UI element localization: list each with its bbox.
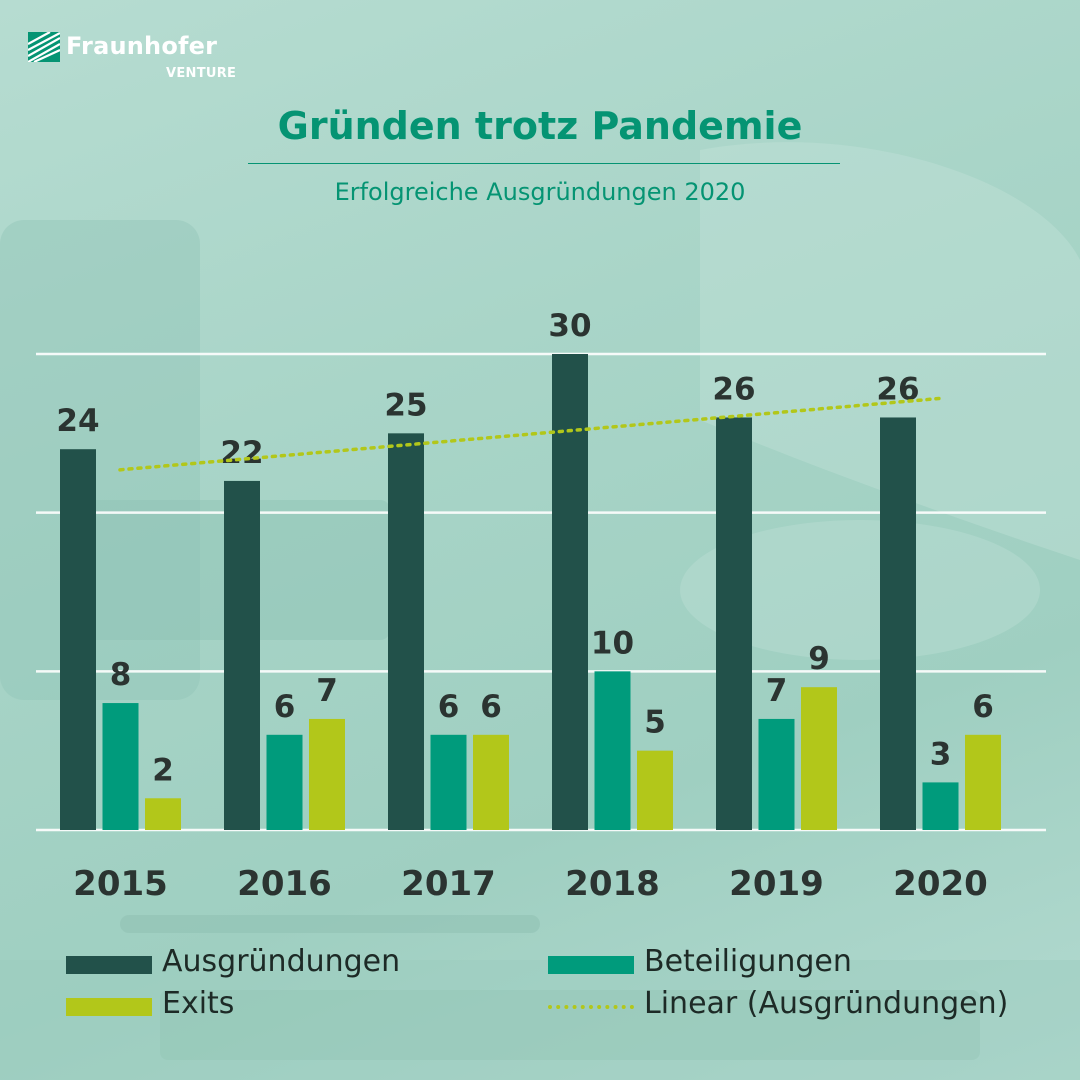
data-label-beteiligungen-2016: 6 <box>274 689 296 725</box>
bar-exits-2017 <box>473 734 509 830</box>
data-label-exits-2017: 6 <box>480 689 502 725</box>
legend-swatch-trendline <box>548 1005 634 1009</box>
x-tick-label-2020: 2020 <box>893 864 988 904</box>
legend-swatch-ausgruendungen <box>66 956 152 974</box>
data-label-exits-2016: 7 <box>316 673 338 709</box>
x-tick-label-2019: 2019 <box>729 864 824 904</box>
legend-label-beteiligungen: Beteiligungen <box>644 944 852 979</box>
bar-beteiligungen-2016 <box>266 734 303 830</box>
bar-ausgruendungen-2018 <box>552 354 588 830</box>
page-title: Gründen trotz Pandemie <box>277 104 803 148</box>
bar-ausgruendungen-2015 <box>60 449 96 830</box>
x-tick-label-2017: 2017 <box>401 864 496 904</box>
data-label-ausgruendungen-2017: 25 <box>384 387 427 423</box>
bar-ausgruendungen-2020 <box>880 417 916 830</box>
bar-ausgruendungen-2016 <box>224 480 260 830</box>
fraunhofer-logo-icon <box>28 32 60 62</box>
fraunhofer-logo: Fraunhofer VENTURE <box>28 30 236 86</box>
bar-exits-2018 <box>637 750 673 830</box>
legend-label-trendline: Linear (Ausgründungen) <box>644 986 1009 1021</box>
bar-exits-2019 <box>801 687 837 830</box>
title-divider <box>248 163 840 164</box>
data-label-ausgruendungen-2016: 22 <box>220 435 263 471</box>
bar-beteiligungen-2020 <box>922 782 959 830</box>
data-label-exits-2019: 9 <box>808 641 830 677</box>
data-label-beteiligungen-2015: 8 <box>110 657 132 693</box>
data-label-beteiligungen-2019: 7 <box>766 673 788 709</box>
bar-beteiligungen-2015 <box>102 703 139 830</box>
legend-swatch-beteiligungen <box>548 956 634 974</box>
data-label-ausgruendungen-2019: 26 <box>712 371 755 407</box>
data-label-exits-2015: 2 <box>152 752 174 788</box>
data-label-exits-2018: 5 <box>644 705 666 741</box>
data-label-beteiligungen-2017: 6 <box>438 689 460 725</box>
legend-label-ausgruendungen: Ausgründungen <box>162 944 401 979</box>
bar-ausgruendungen-2019 <box>716 417 752 830</box>
x-tick-label-2018: 2018 <box>565 864 660 904</box>
data-label-beteiligungen-2020: 3 <box>930 736 952 772</box>
x-tick-label-2015: 2015 <box>73 864 168 904</box>
bar-beteiligungen-2018 <box>594 671 631 830</box>
x-tick-label-2016: 2016 <box>237 864 332 904</box>
data-label-ausgruendungen-2015: 24 <box>56 403 99 439</box>
bar-beteiligungen-2019 <box>758 718 795 830</box>
logo-name: Fraunhofer <box>66 32 218 60</box>
bar-ausgruendungen-2017 <box>388 433 424 830</box>
bar-exits-2016 <box>309 718 345 830</box>
data-label-ausgruendungen-2018: 30 <box>548 308 591 344</box>
page-subtitle: Erfolgreiche Ausgründungen 2020 <box>334 178 746 206</box>
legend-label-exits: Exits <box>162 986 235 1021</box>
bar-beteiligungen-2017 <box>430 734 467 830</box>
data-label-exits-2020: 6 <box>972 689 994 725</box>
bar-exits-2015 <box>145 798 181 830</box>
bar-exits-2020 <box>965 734 1001 830</box>
data-label-beteiligungen-2018: 10 <box>591 625 634 661</box>
trendline-ausgruendungen <box>118 396 942 472</box>
legend-swatch-exits <box>66 998 152 1016</box>
logo-subtitle: VENTURE <box>166 66 237 81</box>
